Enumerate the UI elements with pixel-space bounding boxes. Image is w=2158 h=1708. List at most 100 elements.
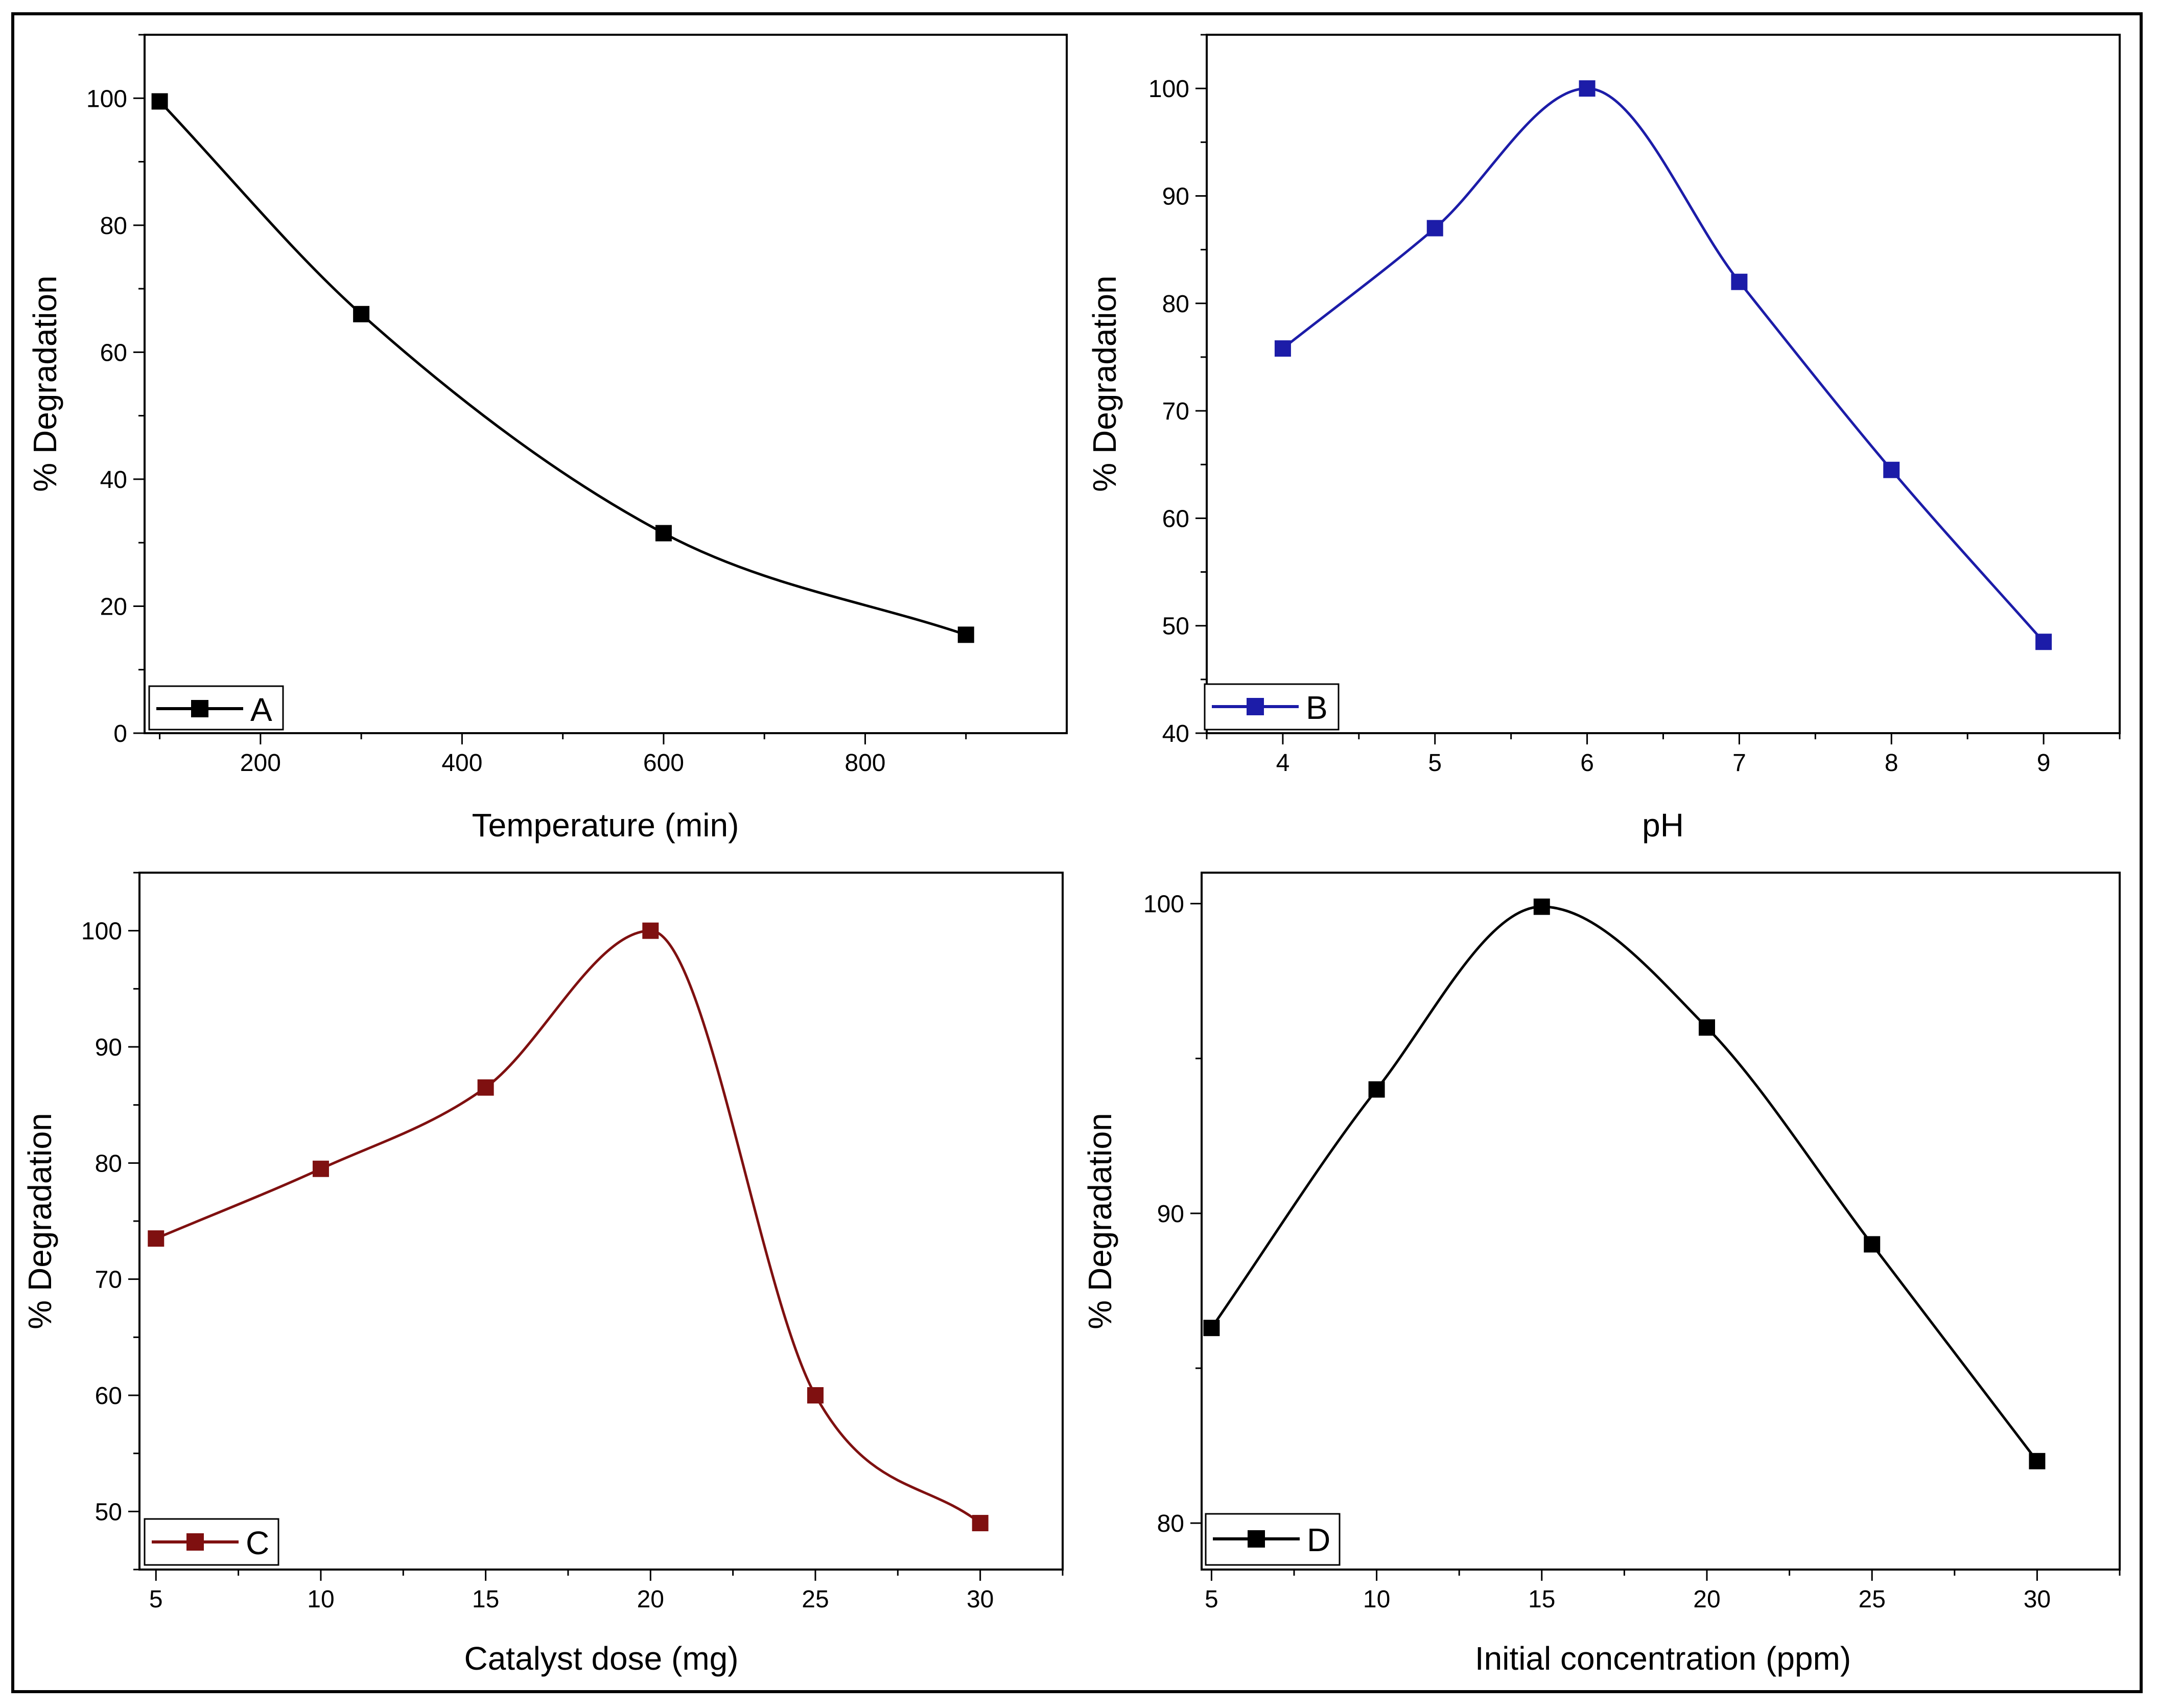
panel-a-tick-labels: 200 400 600 800 0 20 40 60 80 100	[86, 85, 886, 777]
panel-a-legend: A	[148, 685, 284, 731]
panel-b-markers	[1274, 80, 2052, 650]
panel-d: 5 10 15 20 25 30 80 90 100 Initial concentration…	[1082, 872, 2121, 1677]
panel-a-x-tick-label: 200	[240, 750, 281, 777]
panel-b-x-tick-label: 5	[1428, 750, 1442, 777]
panel-a-y-tick-label: 60	[100, 339, 127, 366]
panel-b-y-axis-title: % Degradation	[1086, 275, 1123, 492]
panel-d-markers	[1203, 898, 2046, 1469]
panel-c-data-point	[972, 1515, 989, 1532]
panel-b-legend-marker	[1247, 698, 1264, 715]
panel-b-data-point	[1579, 80, 1596, 97]
panel-a-ticks	[133, 34, 967, 744]
panel-d-legend-label: D	[1307, 1522, 1330, 1558]
panel-c-ticks	[128, 872, 1064, 1581]
panel-a-series-line	[158, 100, 967, 636]
panel-d-data-point	[1533, 898, 1550, 915]
panel-c-data-point	[642, 922, 659, 939]
panel-c-data-point	[807, 1387, 824, 1403]
panel-d-x-tick-label: 25	[1859, 1586, 1886, 1613]
panel-d-y-axis-title: % Degradation	[1082, 1113, 1118, 1329]
panel-a-x-axis-title: Temperature (min)	[472, 807, 739, 844]
panel-b-plot-frame	[1206, 34, 2121, 734]
panel-b-data-point	[1731, 273, 1748, 290]
panel-c-y-tick-label: 70	[95, 1267, 122, 1294]
panel-a-x-tick-label: 600	[643, 750, 684, 777]
panel-c-data-point	[477, 1079, 494, 1096]
panel-c-x-tick-label: 20	[637, 1586, 664, 1613]
panel-a-y-tick-label: 40	[100, 466, 127, 494]
panel-d-plot-frame	[1201, 872, 2121, 1571]
panel-a: 200 400 600 800 0 20 40 60 80 100 Temperature (mi…	[27, 34, 1068, 844]
panel-d-legend: D	[1205, 1513, 1341, 1566]
panel-c-x-axis-title: Catalyst dose (mg)	[464, 1640, 738, 1677]
panel-c: 5 10 15 20 25 30 50 60 70 80 90 100 Catalyst dose (…	[21, 872, 1064, 1677]
panel-c-legend: C	[144, 1518, 279, 1566]
panel-c-y-axis-title: % Degradation	[21, 1113, 58, 1329]
panel-d-data-point	[1864, 1236, 1881, 1253]
figure-border	[11, 12, 2143, 1693]
panel-d-x-tick-label: 15	[1528, 1586, 1555, 1613]
panel-b-x-tick-label: 8	[1885, 750, 1898, 777]
panel-c-x-tick-label: 30	[967, 1586, 994, 1613]
panel-c-y-tick-label: 100	[81, 918, 122, 945]
panel-c-x-tick-label: 25	[802, 1586, 829, 1613]
panel-c-tick-labels: 5 10 15 20 25 30 50 60 70 80 90 100	[81, 918, 994, 1613]
panel-a-legend-marker	[191, 700, 208, 717]
panel-c-series-line	[155, 929, 981, 1525]
panel-b-x-tick-label: 6	[1580, 750, 1594, 777]
panel-b-legend: B	[1204, 683, 1340, 731]
panel-d-x-axis-title: Initial concentration (ppm)	[1475, 1640, 1851, 1677]
panel-d-y-tick-label: 100	[1143, 891, 1184, 918]
panel-d-data-point	[1698, 1019, 1715, 1036]
panel-c-x-tick-label: 15	[472, 1586, 499, 1613]
panel-b-x-axis-title: pH	[1642, 807, 1684, 844]
panel-d-data-point	[1368, 1081, 1385, 1098]
panel-b-tick-labels: 4 5 6 7 8 9 40 50 60 70 80 90 100	[1148, 76, 2051, 777]
panel-b-ticks	[1195, 34, 2121, 744]
panel-d-data-point	[1203, 1320, 1220, 1337]
panel-a-y-tick-label: 100	[86, 85, 127, 112]
panel-d-x-tick-label: 5	[1205, 1586, 1218, 1613]
panel-a-y-axis-title: % Degradation	[27, 275, 63, 492]
panel-b-data-point	[1426, 220, 1443, 237]
panel-a-y-tick-label: 20	[100, 593, 127, 620]
panel-d-x-tick-label: 20	[1693, 1586, 1720, 1613]
panel-a-legend-label: A	[250, 691, 272, 728]
panel-d-legend-marker	[1248, 1530, 1265, 1548]
panel-b-y-tick-label: 70	[1162, 398, 1189, 425]
panel-a-y-tick-label: 80	[100, 213, 127, 240]
panel-a-markers	[151, 93, 974, 643]
panel-d-tick-labels: 5 10 15 20 25 30 80 90 100	[1143, 891, 2051, 1613]
panel-c-plot-frame	[138, 872, 1064, 1571]
panel-b-y-tick-label: 90	[1162, 183, 1189, 210]
panel-a-data-point	[655, 525, 672, 542]
panel-c-data-point	[148, 1230, 165, 1247]
panel-d-y-tick-label: 90	[1157, 1201, 1184, 1228]
panel-b-y-tick-label: 80	[1162, 291, 1189, 318]
panel-b-x-tick-label: 4	[1276, 750, 1290, 777]
panel-b-y-tick-label: 40	[1162, 720, 1189, 747]
panel-c-legend-label: C	[246, 1525, 269, 1561]
panel-c-y-tick-label: 90	[95, 1034, 122, 1061]
panel-b-data-point	[1274, 340, 1291, 357]
panel-d-data-point	[2029, 1453, 2046, 1469]
panel-b-data-point	[1883, 461, 1900, 478]
panel-c-legend-marker	[186, 1533, 204, 1551]
panel-c-y-tick-label: 50	[95, 1499, 122, 1526]
panel-a-x-tick-label: 800	[845, 750, 885, 777]
panel-b-y-tick-label: 60	[1162, 505, 1189, 532]
panel-b-y-tick-label: 100	[1148, 76, 1189, 103]
panel-b-legend-label: B	[1306, 689, 1328, 726]
panel-b-series-line	[1282, 87, 2045, 643]
panel-a-data-point	[353, 306, 370, 322]
panel-a-x-tick-label: 400	[441, 750, 482, 777]
panel-d-series-line	[1210, 905, 2038, 1462]
panel-b-y-tick-label: 50	[1162, 613, 1189, 640]
panel-a-plot-frame	[144, 34, 1068, 734]
panel-c-y-tick-label: 60	[95, 1383, 122, 1410]
panel-a-y-tick-label: 0	[113, 720, 127, 747]
panel-b-x-tick-label: 9	[2037, 750, 2051, 777]
panel-c-markers	[148, 922, 989, 1532]
panel-c-y-tick-label: 80	[95, 1150, 122, 1177]
